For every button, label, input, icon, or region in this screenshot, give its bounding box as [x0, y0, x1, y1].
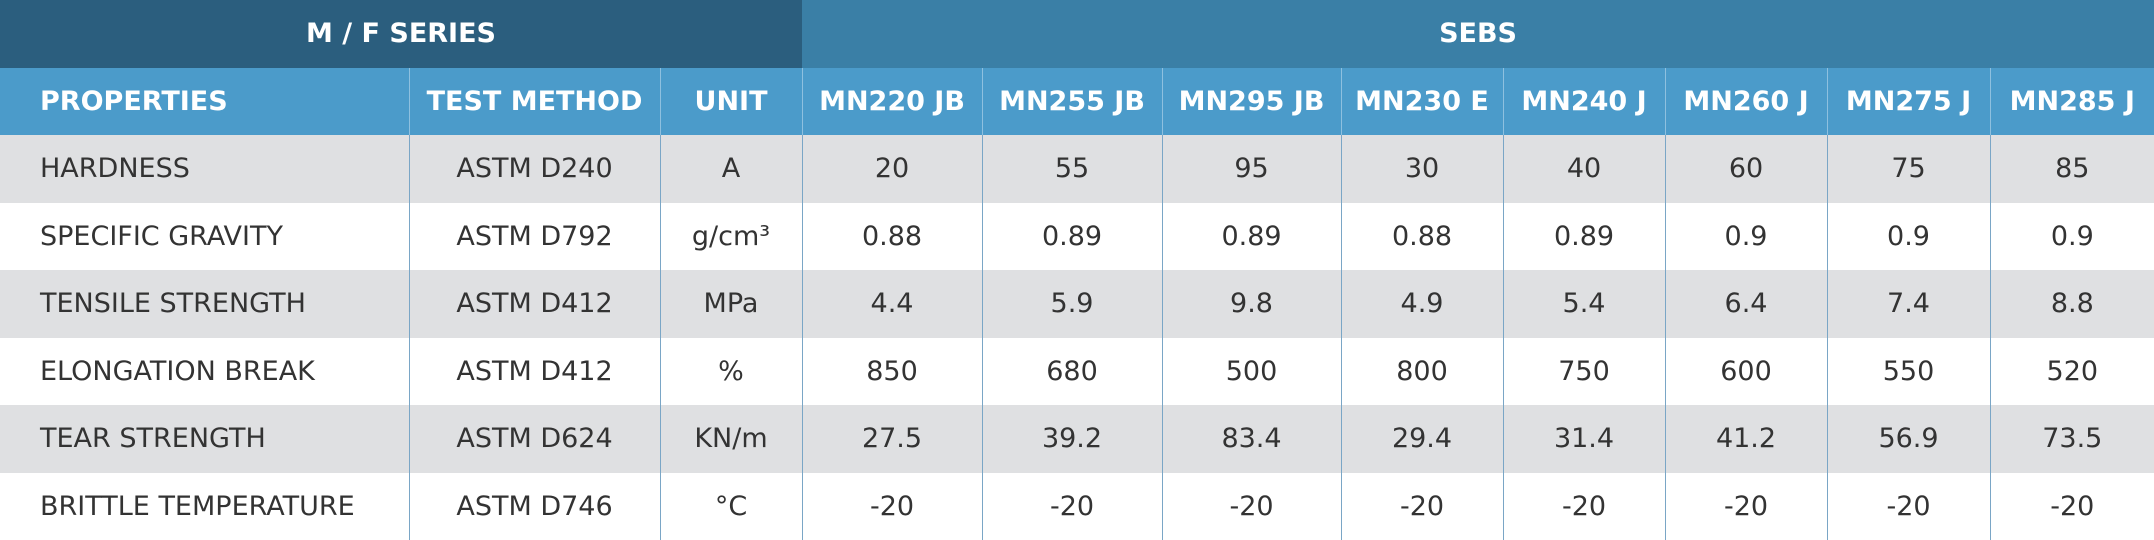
table-cell: 20: [801, 135, 983, 203]
table-cell: 7.4: [1826, 270, 1991, 338]
table-cell: ASTM D412: [408, 337, 660, 405]
table-cell: -20: [1664, 472, 1828, 540]
table-cell: 30: [1340, 135, 1504, 203]
table-row: TEAR STRENGTH ASTM D624 KN/m 27.5 39.2 83.4 29…: [0, 405, 2154, 473]
table-cell: -20: [1502, 472, 1666, 540]
table-cell: 85: [1989, 135, 2154, 203]
group-header-row: M / F SERIES SEBS: [0, 0, 2154, 68]
table-cell: 600: [1664, 337, 1828, 405]
table-cell: ASTM D624: [408, 405, 660, 473]
table-cell: 750: [1502, 337, 1666, 405]
table-cell: 8.8: [1989, 270, 2154, 338]
table-cell: 500: [1161, 337, 1342, 405]
table-row: SPECIFIC GRAVITY ASTM D792 g/cm³ 0.88 0.89 0.…: [0, 202, 2154, 270]
table-cell: 41.2: [1664, 405, 1828, 473]
column-header: MN255 JB: [981, 67, 1163, 135]
table-cell: -20: [981, 472, 1163, 540]
group-header: M / F SERIES: [0, 0, 803, 68]
table-cell: -20: [1340, 472, 1504, 540]
table-cell: 27.5: [801, 405, 983, 473]
table-cell: 550: [1826, 337, 1991, 405]
table-cell: 56.9: [1826, 405, 1991, 473]
table-cell: 60: [1664, 135, 1828, 203]
table-cell: -20: [1161, 472, 1342, 540]
table-cell: 520: [1989, 337, 2154, 405]
table-cell: 800: [1340, 337, 1504, 405]
table-row: TENSILE STRENGTH ASTM D412 MPa 4.4 5.9 9.8 4.9…: [0, 270, 2154, 338]
column-header: MN230 E: [1340, 67, 1504, 135]
column-header: MN275 J: [1826, 67, 1991, 135]
table-cell: 75: [1826, 135, 1991, 203]
table-cell: ASTM D412: [408, 270, 660, 338]
table-cell: 39.2: [981, 405, 1163, 473]
table-cell: 0.9: [1989, 202, 2154, 270]
table-cell: 4.9: [1340, 270, 1504, 338]
table-cell: 83.4: [1161, 405, 1342, 473]
table-cell: 0.89: [1161, 202, 1342, 270]
table-cell: TENSILE STRENGTH: [0, 270, 409, 338]
table-cell: 55: [981, 135, 1163, 203]
column-header: MN260 J: [1664, 67, 1828, 135]
table-cell: -20: [801, 472, 983, 540]
table-cell: 73.5: [1989, 405, 2154, 473]
group-header: SEBS: [802, 0, 2154, 68]
column-header: PROPERTIES: [0, 67, 409, 135]
table-cell: BRITTLE TEMPERATURE: [0, 472, 409, 540]
table-cell: 0.88: [1340, 202, 1504, 270]
table-cell: g/cm³: [659, 202, 803, 270]
table-cell: KN/m: [659, 405, 803, 473]
table-cell: 680: [981, 337, 1163, 405]
table-cell: ASTM D240: [408, 135, 660, 203]
table-cell: HARDNESS: [0, 135, 409, 203]
table-cell: ASTM D792: [408, 202, 660, 270]
table-cell: 0.88: [801, 202, 983, 270]
table-cell: 9.8: [1161, 270, 1342, 338]
table-cell: A: [659, 135, 803, 203]
table-cell: -20: [1989, 472, 2154, 540]
column-header: MN295 JB: [1161, 67, 1342, 135]
column-header: UNIT: [659, 67, 803, 135]
table-cell: 40: [1502, 135, 1666, 203]
column-header-row: PROPERTIES TEST METHOD UNIT MN220 JB MN255 J…: [0, 67, 2154, 135]
table-cell: 850: [801, 337, 983, 405]
table-cell: 95: [1161, 135, 1342, 203]
table-cell: ASTM D746: [408, 472, 660, 540]
column-header: MN220 JB: [801, 67, 983, 135]
table-cell: 5.4: [1502, 270, 1666, 338]
table-row: ELONGATION BREAK ASTM D412% 850 680 500 800 75…: [0, 337, 2154, 405]
table-cell: 0.9: [1826, 202, 1991, 270]
column-header: MN240 J: [1502, 67, 1666, 135]
table-cell: 6.4: [1664, 270, 1828, 338]
column-header: TEST METHOD: [408, 67, 660, 135]
table-cell: °C: [659, 472, 803, 540]
table-cell: TEAR STRENGTH: [0, 405, 409, 473]
table-cell: 31.4: [1502, 405, 1666, 473]
table-cell: 4.4: [801, 270, 983, 338]
table-cell: ELONGATION BREAK: [0, 337, 409, 405]
table-row: HARDNESS ASTM D240 A 20 55 95 30 40 60 75 85: [0, 135, 2154, 203]
table-cell: -20: [1826, 472, 1991, 540]
table-row: BRITTLE TEMPERATURE ASTM D746 °C -20 -20 -20-…: [0, 472, 2154, 540]
table-cell: 5.9: [981, 270, 1163, 338]
table-cell: %: [659, 337, 803, 405]
table-cell: 0.9: [1664, 202, 1828, 270]
table-cell: 0.89: [981, 202, 1163, 270]
column-header: MN285 J: [1989, 67, 2154, 135]
table-cell: 29.4: [1340, 405, 1504, 473]
table-cell: 0.89: [1502, 202, 1666, 270]
table-cell: SPECIFIC GRAVITY: [0, 202, 409, 270]
table-cell: MPa: [659, 270, 803, 338]
